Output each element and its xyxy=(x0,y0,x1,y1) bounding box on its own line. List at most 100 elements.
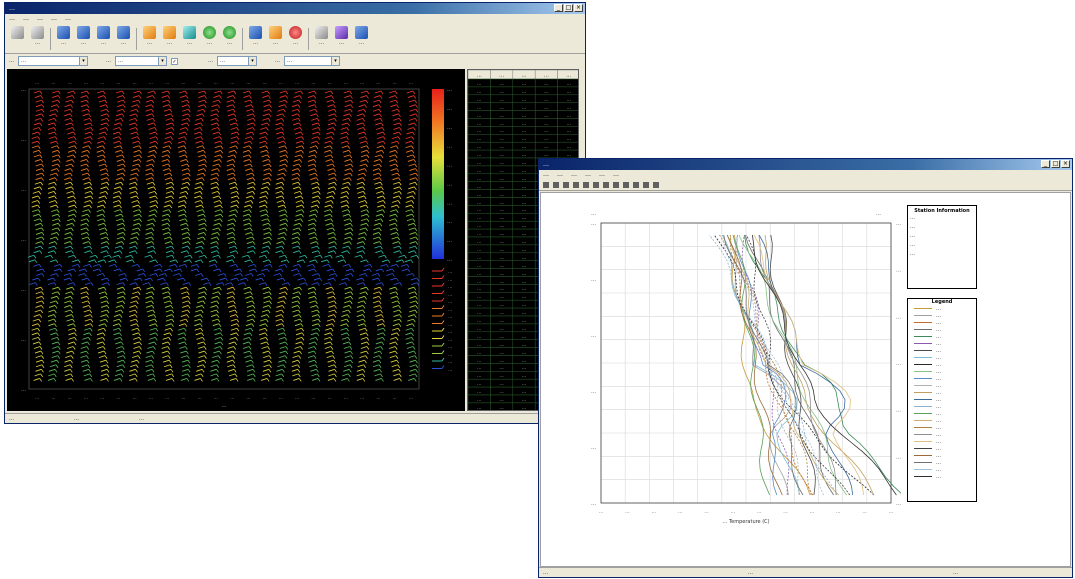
wind-barb-flag xyxy=(395,277,399,282)
settings-icon[interactable] xyxy=(633,182,639,188)
wind-barb xyxy=(35,241,42,244)
wind-barb-flag xyxy=(252,118,256,122)
close-button[interactable]: × xyxy=(1061,160,1070,168)
toolbar-button[interactable]: … xyxy=(313,25,330,52)
wind-barb xyxy=(211,232,218,235)
toolbar-button[interactable]: … xyxy=(287,25,304,52)
menu-item-tools[interactable]: … xyxy=(51,15,57,22)
menu-item-help[interactable]: … xyxy=(65,15,71,22)
menu-item-1[interactable]: … xyxy=(543,171,549,178)
wind-barb xyxy=(132,204,139,208)
wind-barb-flag xyxy=(217,168,220,172)
table-cell-value: … xyxy=(499,279,504,284)
wind-barb xyxy=(100,373,108,377)
toolbar-button[interactable]: … xyxy=(75,25,92,52)
wind-barb-flag xyxy=(122,163,126,168)
wind-barb xyxy=(356,177,364,181)
wind-barb-flag xyxy=(362,186,366,191)
wind-barb-flag xyxy=(360,255,364,259)
toolbar-button[interactable]: … xyxy=(181,25,198,52)
minimize-button[interactable]: _ xyxy=(1041,160,1050,168)
legend-swatch xyxy=(914,322,932,323)
window1-titlebar[interactable]: … _ □ × xyxy=(5,3,585,14)
save-icon[interactable] xyxy=(553,182,559,188)
wind-barb-flag xyxy=(233,177,237,181)
wind-barb-flag xyxy=(350,286,353,291)
menu-item-file[interactable]: … xyxy=(9,15,15,22)
menu-item-5[interactable]: … xyxy=(599,171,605,178)
menu-item-4[interactable]: … xyxy=(585,171,591,178)
wind-barb-flag xyxy=(382,140,386,145)
wind-barb xyxy=(194,127,201,130)
open-icon[interactable] xyxy=(543,182,549,188)
column-time-label: … xyxy=(344,395,348,400)
menu-item-2[interactable]: … xyxy=(557,171,563,178)
cursor-icon[interactable] xyxy=(613,182,619,188)
option-checkbox[interactable]: ✓ xyxy=(171,57,178,65)
table-cell-value: … xyxy=(522,311,527,316)
wind-barb-flag xyxy=(303,277,306,282)
arrow-icon[interactable] xyxy=(653,182,659,188)
maximize-button[interactable]: □ xyxy=(564,4,573,12)
wind-barb-flag xyxy=(282,241,285,245)
menu-item-3[interactable]: … xyxy=(571,171,577,178)
toolbar-button[interactable]: … xyxy=(115,25,132,52)
option-select-4[interactable]: … ▾ xyxy=(284,56,340,66)
print-icon[interactable] xyxy=(563,182,569,188)
wind-barb xyxy=(340,200,347,203)
wind-barb xyxy=(194,190,201,194)
toolbar-button[interactable]: … xyxy=(29,25,46,52)
wind-barb-flag xyxy=(317,131,321,136)
copy-icon[interactable] xyxy=(573,182,579,188)
menu-item-6[interactable]: … xyxy=(613,171,619,178)
wind-barb xyxy=(84,378,91,381)
wind-barb xyxy=(373,241,380,244)
option-select-1[interactable]: … ▾ xyxy=(18,56,88,66)
wind-barb xyxy=(247,181,254,185)
close-button[interactable]: × xyxy=(574,4,583,12)
wind-barb xyxy=(228,368,235,372)
toolbar-button[interactable] xyxy=(9,25,26,52)
window2-titlebar[interactable]: … _ □ × xyxy=(539,159,1072,170)
wind-barb-flag xyxy=(381,268,385,273)
wind-barb-flag xyxy=(333,186,337,191)
wind-barb-flag xyxy=(167,213,171,218)
wind-barb-flag xyxy=(38,191,42,195)
minimize-button[interactable]: _ xyxy=(554,4,563,12)
maximize-button[interactable]: □ xyxy=(1051,160,1060,168)
toolbar-button[interactable]: … xyxy=(141,25,158,52)
toolbar-button[interactable]: … xyxy=(247,25,264,52)
toolbar-button[interactable]: … xyxy=(221,25,238,52)
wind-barb-flag xyxy=(236,131,240,136)
menu-item-view[interactable]: … xyxy=(37,15,43,22)
option-select-2[interactable]: … ▾ xyxy=(115,56,167,66)
toolbar-button[interactable]: … xyxy=(353,25,370,52)
toolbar-button[interactable]: … xyxy=(201,25,218,52)
toolbar-button[interactable]: … xyxy=(161,25,178,52)
refresh-icon[interactable] xyxy=(623,182,629,188)
wind-barb xyxy=(114,373,122,377)
legend-icon[interactable] xyxy=(643,182,649,188)
info-icon xyxy=(355,25,368,39)
toolbar-button[interactable]: … xyxy=(267,25,284,52)
chart-icon xyxy=(57,25,70,39)
wind-barb xyxy=(97,95,105,98)
wind-barb xyxy=(242,346,250,349)
wind-barb-flag xyxy=(86,286,89,291)
pan-icon[interactable] xyxy=(603,182,609,188)
toolbar-button[interactable]: … xyxy=(333,25,350,52)
toolbar-button[interactable]: … xyxy=(95,25,112,52)
toolbar-button[interactable]: … xyxy=(55,25,72,52)
wind-barb xyxy=(132,227,139,231)
wind-barb xyxy=(279,213,286,217)
menu-item-data[interactable]: … xyxy=(23,15,29,22)
option-select-3[interactable]: … ▾ xyxy=(217,56,257,66)
wind-barb-flag xyxy=(265,195,268,200)
wind-barb xyxy=(372,168,380,171)
wind-barb-flag xyxy=(169,109,173,113)
zoom-in-icon[interactable] xyxy=(583,182,589,188)
wind-barb-flag xyxy=(349,154,353,159)
zoom-out-icon[interactable] xyxy=(593,182,599,188)
wind-barb xyxy=(373,222,381,226)
barb-legend-flag xyxy=(441,365,445,369)
